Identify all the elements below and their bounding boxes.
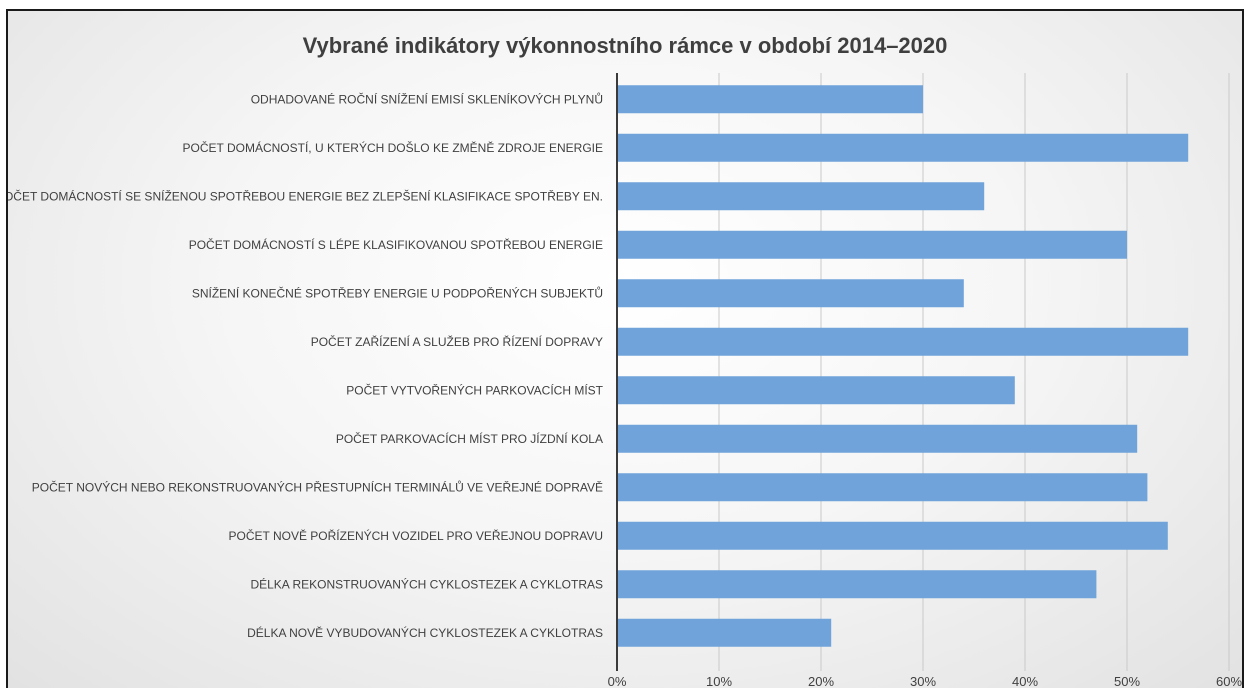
bar-2 [617,133,1189,162]
bar-7 [617,376,1015,405]
category-label-9: POČET NOVÝCH NEBO REKONSTRUOVANÝCH PŘEST… [32,479,603,494]
category-label-8: POČET PARKOVACÍCH MÍST PRO JÍZDNÍ KOLA [336,431,603,446]
category-label-2: POČET DOMÁCNOSTÍ, U KTERÝCH DOŠLO KE ZMĚ… [183,140,604,155]
x-tick-label-1: 10% [706,674,732,688]
bar-4 [617,230,1127,259]
bar-9 [617,473,1148,502]
category-label-4: POČET DOMÁCNOSTÍ S LÉPE KLASIFIKOVANOU S… [189,237,603,252]
category-label-6: POČET ZAŘÍZENÍ A SLUŽEB PRO ŘÍZENÍ DOPRA… [311,334,603,349]
x-tick-label-3: 30% [910,674,936,688]
x-tick-label-2: 20% [808,674,834,688]
x-tick-label-0: 0% [608,674,627,688]
category-label-3: POČET DOMÁCNOSTÍ SE SNÍŽENOU SPOTŘEBOU E… [8,188,603,203]
category-label-12: DÉLKA NOVĚ VYBUDOVANÝCH CYKLOSTEZEK A CY… [247,625,603,640]
chart-title: Vybrané indikátory výkonnostního rámce v… [302,33,948,58]
x-tick-label-5: 50% [1114,674,1140,688]
bar-8 [617,424,1138,453]
bar-5 [617,279,964,308]
category-label-5: SNÍŽENÍ KONEČNÉ SPOTŘEBY ENERGIE U PODPO… [192,285,603,300]
chart-frame: Vybrané indikátory výkonnostního rámce v… [6,9,1244,688]
category-label-11: DÉLKA REKONSTRUOVANÝCH CYKLOSTEZEK A CYK… [250,576,603,591]
x-tick-label-4: 40% [1012,674,1038,688]
category-label-7: POČET VYTVOŘENÝCH PARKOVACÍCH MÍST [346,382,603,397]
bar-12 [617,618,832,647]
category-label-1: ODHADOVANÉ ROČNÍ SNÍŽENÍ EMISÍ SKLENÍKOV… [251,91,603,106]
bar-10 [617,521,1168,550]
x-tick-label-6: 60% [1216,674,1242,688]
bar-11 [617,570,1097,599]
bar-6 [617,327,1189,356]
category-label-10: POČET NOVĚ POŘÍZENÝCH VOZIDEL PRO VEŘEJN… [228,528,603,543]
bar-3 [617,182,985,211]
bar-1 [617,85,923,114]
bar-chart: 0% 10% 20% 30% 40% 50% 60% ODHADOVANÉ ROČNÍ SNÍ… [8,73,1242,688]
